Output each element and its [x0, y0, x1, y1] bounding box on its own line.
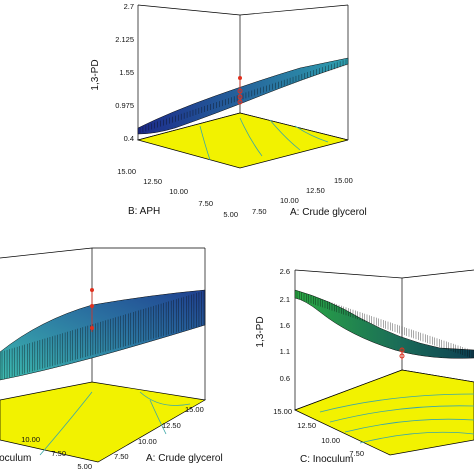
- plot-3-z-tick: 2.6: [280, 267, 290, 276]
- plot-1-x-tick: 10.00: [280, 196, 299, 205]
- plot-2-y-ticks: 10.00 7.50 5.00: [21, 435, 92, 471]
- plot-3: 2.6 2.1 1.6 1.1 0.6 1,3-PD 15.00 12.50 1…: [255, 267, 474, 465]
- plot-3-z-ticks: 2.6 2.1 1.6 1.1 0.6: [280, 267, 290, 383]
- plot-2-contour-lines: [39, 391, 191, 456]
- plot-1-design-point: [237, 99, 243, 105]
- plot-1-contour-floor: [136, 112, 349, 169]
- plot-2-x-axis-title: A: Crude glycerol: [146, 453, 223, 464]
- plot-1-y-axis-title: B: APH: [128, 206, 160, 217]
- plot-1-y-tick: 5.00: [223, 210, 238, 219]
- plot-1-y-tick: 12.50: [143, 177, 162, 186]
- plot-3-y-tick: 10.00: [321, 436, 340, 445]
- plot-2-x-tick: 12.50: [162, 421, 181, 430]
- plot-3-y-axis-title: C: Inoculum: [300, 454, 353, 465]
- plot-1-z-ticks: 2.7 2.125 1.55 0.975 0.4: [115, 2, 134, 143]
- plot-3-y-ticks: 15.00 12.50 10.00 7.50: [273, 407, 364, 458]
- plot-2-surface: [0, 289, 206, 381]
- plot-2-design-point: [90, 304, 94, 308]
- plot-2-y-tick: 7.50: [51, 449, 66, 458]
- plot-1-x-ticks: 7.50 10.00 12.50 15.00: [252, 176, 353, 216]
- plot-1-x-tick: 7.50: [252, 207, 267, 216]
- plot-2-x-ticks: 7.50 10.00 12.50 15.00: [114, 405, 204, 461]
- plot-1-z-tick: 0.975: [115, 101, 134, 110]
- plot-1-contour-lines: [199, 117, 329, 161]
- plot-1-design-point: [237, 94, 243, 100]
- plot-2-y-tick: 10.00: [21, 435, 40, 444]
- plot-3-contour-floor: [294, 369, 474, 456]
- plot-3-z-tick: 0.6: [280, 374, 290, 383]
- plot-3-design-point: [399, 347, 405, 353]
- plot-1-z-tick: 2.125: [115, 35, 134, 44]
- plot-3-design-points: [399, 347, 405, 360]
- plot-2-design-point: [90, 326, 94, 330]
- plot-1-y-tick: 10.00: [169, 187, 188, 196]
- plot-3-y-tick: 15.00: [273, 407, 292, 416]
- plot-3-contour-lines: [319, 393, 474, 444]
- plot-3-y-tick: 7.50: [349, 449, 364, 458]
- plot-3-z-tick: 2.1: [280, 295, 290, 304]
- plot-1-design-point: [238, 76, 242, 80]
- plot-2-y-axis-title: C: Inoculum: [0, 453, 31, 464]
- plot-3-y-tick: 12.50: [297, 421, 316, 430]
- plot-1-y-tick: 15.00: [117, 167, 136, 176]
- plot-1-surface: [137, 57, 349, 135]
- plot-1-y-tick: 7.50: [198, 199, 213, 208]
- plot-2-x-tick: 15.00: [185, 405, 204, 414]
- plot-3-z-tick: 1.6: [280, 321, 290, 330]
- plot-1-z-tick: 2.7: [124, 2, 134, 11]
- plot-2-design-points: [90, 288, 94, 332]
- plot-3-design-point: [399, 353, 405, 359]
- plot-1: 2.7 2.125 1.55 0.975 0.4 1,3-PD 15.00 12…: [90, 2, 367, 219]
- plot-1-x-axis-title: A: Crude glycerol: [290, 207, 367, 218]
- plot-1-x-tick: 15.00: [334, 176, 353, 185]
- plot-1-z-axis-title: 1,3-PD: [90, 59, 101, 90]
- plot-2: C: Inoculum 10.00 7.50 5.00 7.50 10.00 1…: [0, 247, 223, 471]
- plot-1-z-tick: 1.55: [119, 68, 134, 77]
- plot-3-surface: [294, 289, 474, 359]
- plot-3-z-axis-title: 1,3-PD: [255, 316, 266, 347]
- plot-1-x-tick: 12.50: [306, 186, 325, 195]
- plot-3-z-tick: 1.1: [280, 347, 290, 356]
- plot-1-z-tick: 0.4: [124, 134, 134, 143]
- plot-2-x-tick: 10.00: [138, 437, 157, 446]
- plot-2-x-tick: 7.50: [114, 452, 129, 461]
- plot-2-y-tick: 5.00: [77, 462, 92, 471]
- plot-2-design-point: [90, 288, 94, 292]
- plot-1-design-points: [237, 76, 243, 105]
- plot-1-design-point: [237, 88, 243, 94]
- plot-1-y-ticks: 15.00 12.50 10.00 7.50 5.00: [117, 167, 238, 219]
